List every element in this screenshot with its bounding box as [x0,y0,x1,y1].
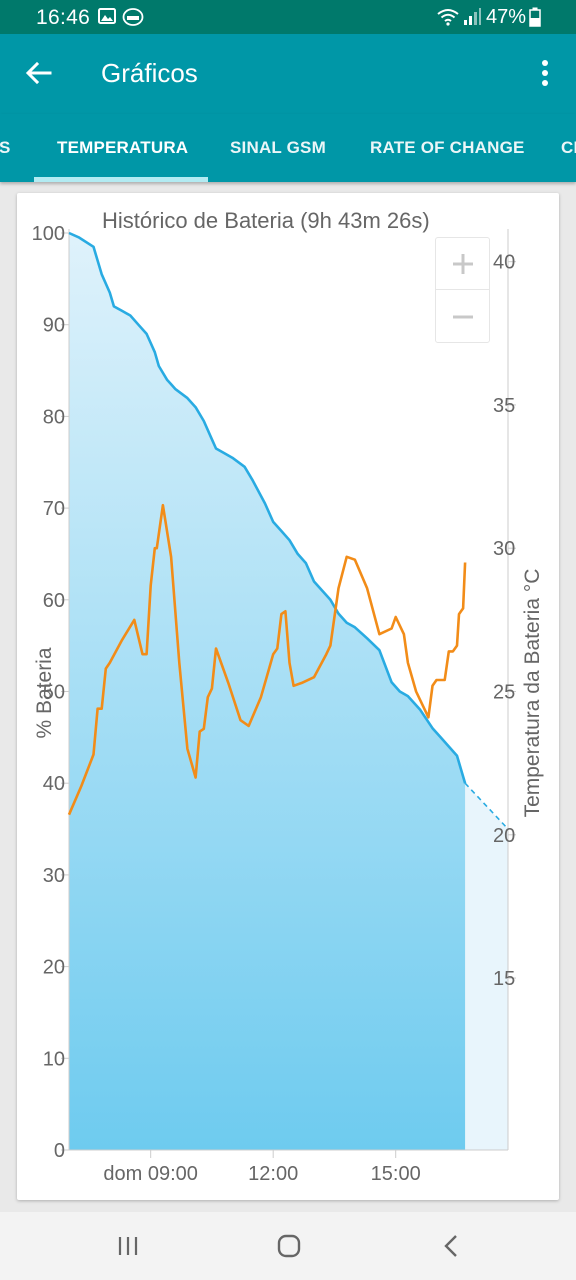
zoom-controls [435,237,490,343]
tab-temperatura[interactable]: TEMPERATURA [57,138,189,157]
x-tick-label: 15:00 [371,1163,421,1185]
left-tick-label: 50 [43,682,65,704]
battery-projection-line [464,782,509,830]
zoom-out-button[interactable] [436,291,489,343]
overflow-menu-icon[interactable] [531,56,559,90]
status-bar: 16:46 47% [0,0,576,34]
gallery-icon [98,8,116,24]
app-bar: Gráficos [0,34,576,114]
right-axis-title: Temperatura da Bateria °C [521,569,544,818]
back-icon[interactable] [436,1230,468,1262]
chart-title: Histórico de Bateria (9h 43m 26s) [102,208,430,233]
battery-percent: 47% [486,6,527,28]
left-tick-label: 30 [43,865,65,887]
left-tick-label: 40 [43,773,65,795]
left-tick-label: 90 [43,315,65,337]
app-notification-icon [122,8,144,26]
right-tick-label: 15 [493,968,515,990]
x-tick-label: 12:00 [248,1163,298,1185]
chart-card: 0 10 20 30 40 50 60 70 80 90 100 15 20 25 30 35 40 dom 09… [17,193,559,1200]
battery-history-chart[interactable]: 0 10 20 30 40 50 60 70 80 90 100 15 20 25 30 35 40 dom 09… [17,193,559,1200]
right-tick-label: 35 [493,395,515,417]
x-tick-label: dom 09:00 [103,1163,198,1185]
tab-sinal-gsm[interactable]: SINAL GSM [230,138,326,157]
battery-line [68,231,467,784]
minus-icon [452,315,473,319]
page-title: Gráficos [101,58,198,88]
left-tick-label: 10 [43,1048,65,1070]
tab-rate-of-change[interactable]: RATE OF CHANGE [370,138,525,157]
tab-bar: S TEMPERATURA SINAL GSM RATE OF CHANGE C… [0,114,576,182]
left-tick-label: 0 [54,1140,65,1162]
right-tick-label: 30 [493,538,515,560]
left-axis-title: % Bateria [33,647,56,738]
tab-partial-left[interactable]: S [0,138,11,157]
battery-projection-area [465,783,508,1150]
back-arrow-icon[interactable] [22,56,56,90]
home-icon[interactable] [272,1230,306,1262]
left-tick-label: 60 [43,590,65,612]
tab-partial-right[interactable]: CI [561,138,576,157]
tab-indicator [34,177,208,182]
signal-icon [464,8,481,25]
wifi-icon [437,9,459,26]
battery-area-fill [69,233,466,1150]
status-time: 16:46 [36,6,91,29]
right-tick-label: 20 [493,825,515,847]
right-tick-label: 25 [493,682,515,704]
system-nav-bar [0,1212,576,1280]
right-tick-label: 40 [493,252,515,274]
plus-icon [452,253,473,274]
recent-apps-icon[interactable] [112,1230,144,1262]
battery-icon [529,7,541,27]
left-tick-label: 70 [43,498,65,520]
zoom-in-button[interactable] [436,238,489,290]
temperature-line [67,503,467,816]
left-tick-label: 100 [32,223,65,245]
left-tick-label: 80 [43,406,65,428]
left-tick-label: 20 [43,957,65,979]
